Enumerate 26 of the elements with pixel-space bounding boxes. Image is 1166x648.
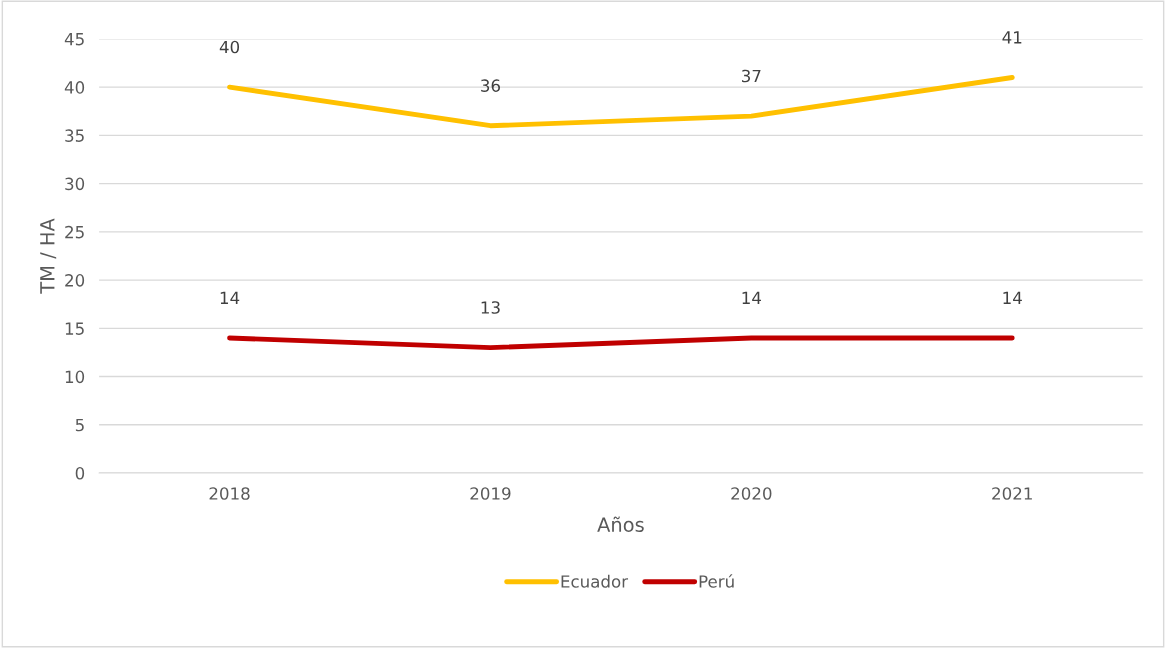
y-tick-label: 40 xyxy=(64,81,85,94)
y-tick-label: 25 xyxy=(65,225,84,239)
y-tick-label: 0 xyxy=(75,467,85,480)
y-axis-title: TM / HA xyxy=(40,218,57,294)
data-label: 13 xyxy=(481,301,500,314)
data-label: 14 xyxy=(742,291,762,304)
y-tick-label: 10 xyxy=(65,370,85,384)
legend-label: Perú xyxy=(699,574,734,588)
y-tick-label: 30 xyxy=(65,177,85,191)
y-tick-label: 5 xyxy=(75,418,84,432)
x-tick-label: 2021 xyxy=(992,487,1032,500)
data-label: 37 xyxy=(742,69,761,83)
data-label: 14 xyxy=(1003,291,1022,304)
data-label: 41 xyxy=(1002,31,1022,44)
y-tick-label: 35 xyxy=(65,129,84,142)
y-tick-label: 15 xyxy=(65,322,84,335)
x-tick-label: 2018 xyxy=(209,487,250,500)
y-tick-label: 45 xyxy=(64,33,84,46)
legend-label: Ecuador xyxy=(561,574,629,588)
data-label: 40 xyxy=(219,40,240,54)
x-axis-title: Años xyxy=(597,516,644,532)
x-tick-label: 2019 xyxy=(470,487,511,500)
data-label: 14 xyxy=(220,291,240,304)
y-tick-label: 20 xyxy=(65,274,85,287)
x-tick-label: 2020 xyxy=(731,487,772,500)
data-label: 36 xyxy=(481,79,500,92)
